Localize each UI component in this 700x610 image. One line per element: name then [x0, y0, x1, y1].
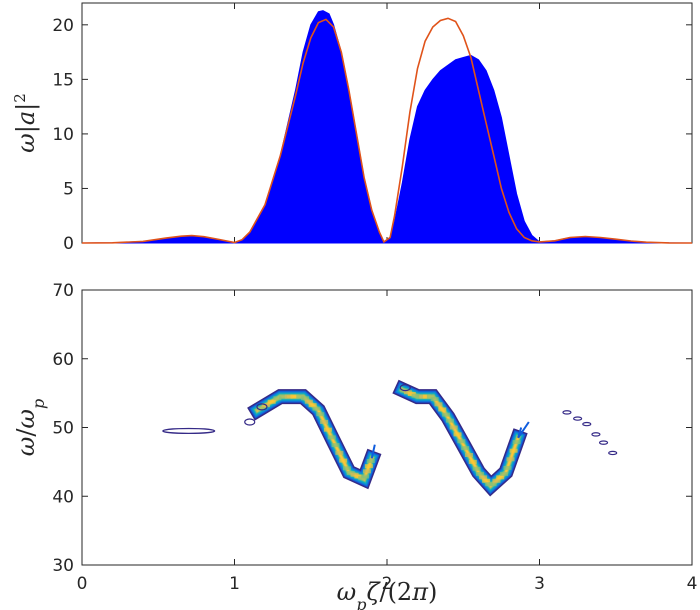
contour-peak — [273, 396, 282, 401]
contour-island — [562, 410, 572, 415]
x-tick-label: 0 — [77, 574, 88, 594]
contour-peak — [361, 474, 370, 479]
filled-area — [81, 10, 693, 244]
contour-peak — [472, 466, 481, 471]
y-tick-label: 0 — [63, 234, 74, 254]
contour-tail — [517, 421, 530, 439]
contour-peak — [304, 399, 313, 404]
contour-peak — [301, 396, 310, 401]
contour-peak — [445, 418, 454, 423]
x-tick-label: 4 — [687, 574, 698, 594]
contour-peak — [362, 469, 371, 474]
contour-island — [608, 450, 618, 456]
contour-island — [573, 416, 583, 421]
contour-peak — [509, 448, 518, 453]
contour-peak — [503, 465, 512, 470]
bottom-plot: 0 1 2 3 4 30 40 50 60 70 ω/ωp ωpζ/(2π) — [12, 281, 697, 610]
contour-peak — [308, 403, 317, 408]
contour-island — [591, 432, 601, 437]
contour-peak — [320, 419, 329, 424]
contour-peak — [364, 464, 373, 469]
contour-peak — [316, 412, 325, 417]
contour-peak — [468, 459, 477, 464]
contour-loop — [399, 384, 411, 392]
contour-peak — [482, 478, 491, 483]
x-tick-label: 2 — [382, 574, 393, 594]
contour-peak — [476, 471, 485, 476]
contour-peak — [323, 427, 332, 432]
x-axis-label: ωpζ/(2π) — [337, 578, 438, 610]
contour-island — [582, 421, 592, 427]
contour-peak — [366, 459, 375, 464]
contour-peak — [256, 406, 265, 411]
series-line — [81, 17, 693, 244]
contour-peak — [331, 443, 340, 448]
axes-box — [81, 289, 693, 566]
y-tick-label: 40 — [52, 487, 74, 507]
contour-peak — [290, 394, 299, 399]
x-tick-label: 3 — [534, 574, 545, 594]
contour-peak — [461, 446, 470, 451]
contour-peak — [506, 457, 515, 462]
axes-box — [81, 2, 693, 244]
contour-peak — [457, 439, 466, 444]
contour-tail — [370, 444, 376, 459]
y-tick-label: 5 — [63, 179, 74, 199]
contour-peak — [434, 402, 443, 407]
contour-peak — [312, 406, 321, 411]
contour-loop — [244, 418, 256, 426]
contour-peak — [296, 394, 305, 399]
y-tick-label: 60 — [52, 350, 74, 370]
contour-peak — [438, 407, 447, 412]
contour-peak — [512, 440, 521, 445]
y-axis-label: ω|a|2 — [11, 93, 41, 153]
contour-peak — [335, 450, 344, 455]
contour-peak — [479, 475, 488, 480]
y-tick-label: 10 — [52, 125, 74, 145]
contour-peak — [327, 435, 336, 440]
contour-ellipse — [162, 427, 216, 434]
contour-peak — [492, 478, 501, 483]
y-tick-label: 20 — [52, 16, 74, 36]
contour-peak — [442, 412, 451, 417]
y-tick-label: 30 — [52, 556, 74, 576]
contour-peak — [500, 471, 509, 476]
contour-loop — [256, 403, 268, 411]
contour-peak — [430, 397, 439, 402]
contour-peak — [284, 394, 293, 399]
contour-peak — [267, 399, 276, 404]
contour-peak — [426, 394, 435, 399]
contour-peak — [488, 482, 497, 487]
contour-peak — [464, 453, 473, 457]
contour-peak — [453, 432, 462, 437]
contour-peak — [449, 425, 458, 430]
contour-peak — [496, 475, 505, 480]
contour-peak — [279, 394, 288, 399]
y-axis-label: ω/ωp — [12, 399, 48, 457]
y-tick-label: 70 — [52, 281, 74, 301]
y-tick-label: 15 — [52, 70, 74, 90]
y-tick-label: 50 — [52, 419, 74, 439]
contour-peak — [342, 466, 351, 471]
top-plot: 0 5 10 15 20 ω|a|2 — [11, 2, 693, 254]
contour-island — [598, 440, 609, 445]
contour-peak — [339, 458, 348, 463]
x-tick-label: 1 — [229, 574, 240, 594]
